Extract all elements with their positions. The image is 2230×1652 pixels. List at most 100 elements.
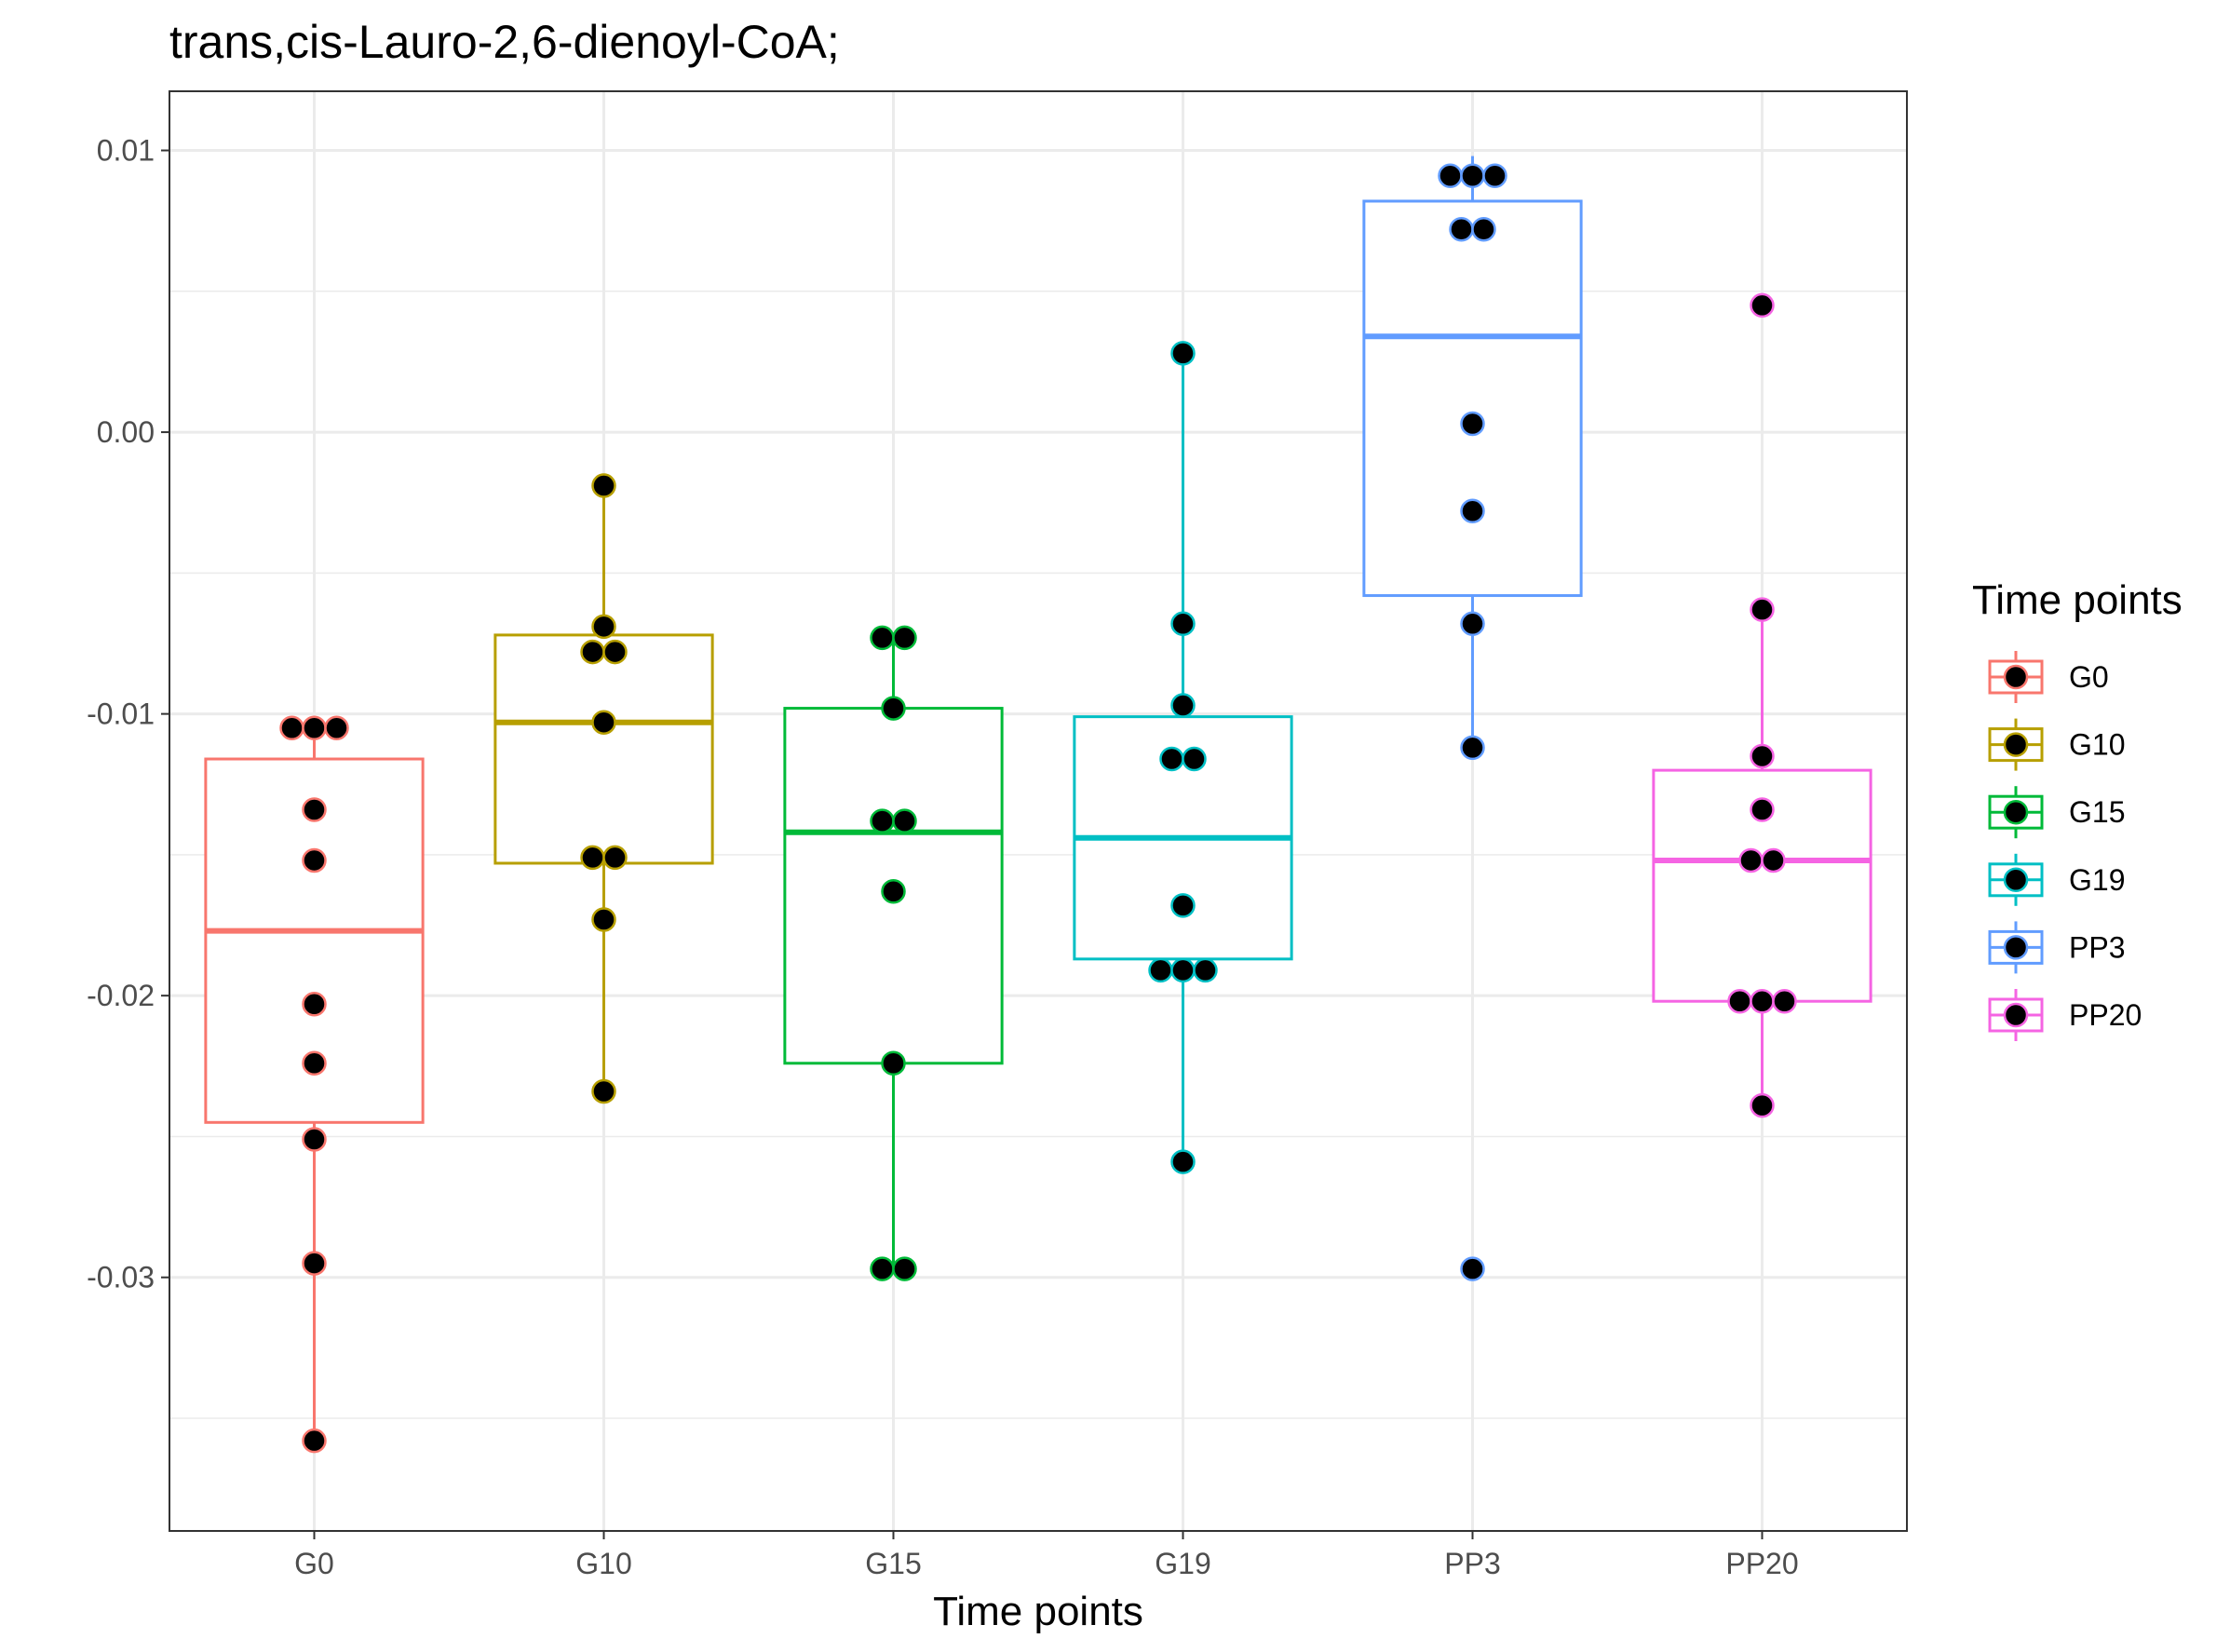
data-point-PP3: [1460, 498, 1485, 524]
chart-title: trans,cis-Lauro-2,6-dienoyl-CoA;: [169, 16, 840, 68]
data-point-G15: [870, 625, 895, 651]
data-point-PP3: [1460, 163, 1485, 189]
legend-label: G10: [2069, 728, 2125, 762]
data-point-PP3: [1471, 216, 1496, 242]
legend-label: PP20: [2069, 998, 2142, 1032]
legend-label: G19: [2069, 863, 2125, 897]
data-point-G10: [591, 907, 616, 932]
legend-key-point: [2003, 867, 2029, 893]
data-point-G10: [602, 845, 628, 871]
data-point-G19: [1148, 957, 1173, 983]
legend-items: G0 G10 G15 G19 PP3 PP20: [1988, 651, 2142, 1041]
data-point-PP20: [1772, 988, 1797, 1014]
legend-key-point: [2003, 664, 2029, 690]
legend-item-G0: G0: [1988, 651, 2109, 703]
data-point-PP3: [1449, 216, 1474, 242]
legend-key-point: [2003, 935, 2029, 960]
data-point-G0: [302, 991, 327, 1017]
x-tick-label: G15: [865, 1547, 921, 1580]
data-point-PP20: [1738, 847, 1764, 873]
legend-label: G0: [2069, 660, 2109, 694]
data-point-PP20: [1750, 797, 1775, 822]
data-point-G0: [302, 797, 327, 822]
data-point-G10: [591, 614, 616, 640]
data-point-PP20: [1750, 597, 1775, 622]
data-point-PP20: [1750, 988, 1775, 1014]
data-point-PP20: [1750, 743, 1775, 769]
data-point-PP3: [1460, 1256, 1485, 1281]
data-point-G0: [279, 715, 304, 740]
data-point-G10: [580, 639, 605, 665]
legend-title: Time points: [1972, 577, 2183, 623]
data-point-G10: [591, 1078, 616, 1104]
data-point-G19: [1170, 1149, 1196, 1174]
y-tick-label: -0.01: [87, 697, 155, 731]
legend-label: G15: [2069, 795, 2125, 829]
box-G10: [493, 485, 714, 1092]
data-points: [279, 163, 1797, 1454]
legend-label: PP3: [2069, 930, 2125, 964]
x-tick-label: PP20: [1725, 1547, 1798, 1580]
y-axis-ticks: 0.01 0.00 -0.01 -0.02 -0.03: [87, 134, 169, 1294]
data-point-G19: [1170, 341, 1196, 366]
y-tick-label: 0.01: [97, 134, 155, 168]
data-point-G15: [881, 1050, 906, 1077]
legend-item-PP20: PP20: [1988, 989, 2142, 1041]
data-point-G0: [302, 715, 327, 740]
data-point-G0: [302, 1050, 327, 1077]
data-point-G15: [870, 1256, 895, 1281]
legend-item-G10: G10: [1988, 718, 2125, 771]
legend: Time points G0 G10 G15 G19 PP3 PP20: [1972, 577, 2183, 1041]
data-point-G19: [1182, 746, 1207, 772]
data-point-G15: [881, 696, 906, 721]
x-tick-label: G10: [575, 1547, 631, 1580]
data-point-G10: [580, 845, 605, 871]
box-iqr: [1362, 199, 1583, 598]
data-point-G10: [591, 473, 616, 498]
data-point-PP3: [1460, 735, 1485, 761]
data-point-G19: [1193, 957, 1218, 983]
data-point-PP20: [1750, 292, 1775, 318]
data-point-PP3: [1460, 411, 1485, 437]
data-point-G15: [892, 1256, 917, 1281]
y-tick-label: -0.02: [87, 979, 155, 1012]
data-point-PP3: [1482, 163, 1507, 189]
data-point-G15: [870, 808, 895, 833]
data-point-PP3: [1460, 611, 1485, 637]
x-axis-ticks: G0 G10 G15 G19 PP3 PP20: [294, 1531, 1799, 1580]
data-point-G15: [881, 878, 906, 904]
data-point-G19: [1159, 746, 1184, 772]
y-tick-label: 0.00: [97, 415, 155, 449]
plot-panel-border: [169, 90, 1908, 1532]
data-point-PP3: [1438, 163, 1463, 189]
legend-key-point: [2003, 732, 2029, 757]
legend-item-PP3: PP3: [1988, 921, 2125, 974]
data-point-G0: [324, 715, 349, 740]
data-point-G10: [602, 639, 628, 665]
data-point-G0: [302, 1251, 327, 1276]
x-axis-title: Time points: [933, 1589, 1143, 1634]
data-point-G0: [302, 1127, 327, 1152]
data-point-G19: [1170, 957, 1196, 983]
y-tick-label: -0.03: [87, 1261, 155, 1294]
data-point-G19: [1170, 693, 1196, 718]
data-point-G19: [1170, 611, 1196, 637]
data-point-PP20: [1750, 1092, 1775, 1118]
data-point-G0: [302, 847, 327, 873]
data-point-PP20: [1727, 988, 1752, 1014]
data-point-G15: [892, 625, 917, 651]
data-point-G19: [1170, 893, 1196, 918]
x-tick-label: PP3: [1444, 1547, 1500, 1580]
x-tick-label: G0: [294, 1547, 334, 1580]
data-point-G10: [591, 710, 616, 735]
legend-item-G19: G19: [1988, 853, 2125, 906]
legend-item-G15: G15: [1988, 786, 2125, 839]
box-PP3: [1362, 156, 1583, 748]
box-iqr: [493, 633, 714, 865]
legend-key-point: [2003, 1002, 2029, 1028]
data-point-G0: [302, 1428, 327, 1454]
x-tick-label: G19: [1155, 1547, 1210, 1580]
legend-key-point: [2003, 799, 2029, 825]
data-point-G15: [892, 808, 917, 833]
